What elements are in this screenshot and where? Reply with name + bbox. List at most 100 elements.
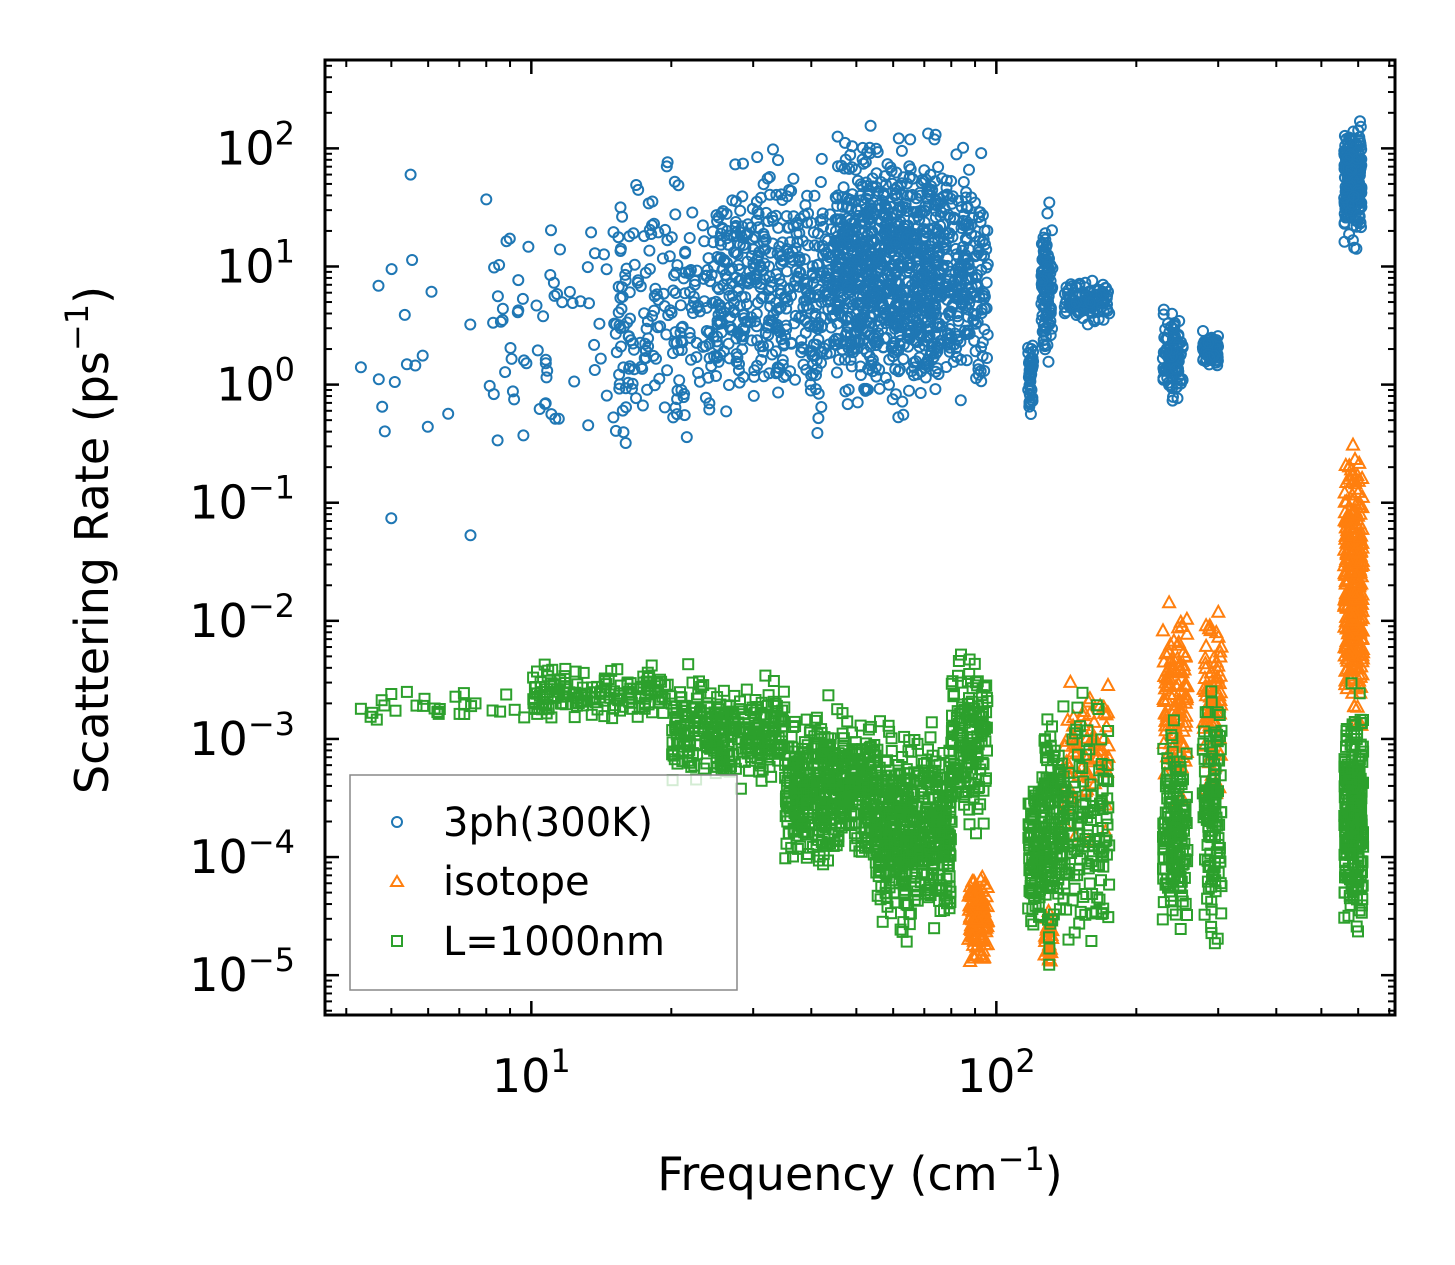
data-point-isotope — [1171, 662, 1188, 677]
data-point-3ph-300k — [914, 387, 927, 399]
data-point-3ph-300k — [788, 317, 801, 330]
data-point-3ph-300k — [372, 279, 385, 292]
data-point-3ph-300k — [530, 299, 543, 312]
data-point-3ph-300k — [643, 263, 656, 275]
data-point-3ph-300k — [775, 257, 787, 270]
data-point-isotope — [1179, 625, 1195, 640]
data-point-3ph-300k — [669, 287, 682, 299]
data-point-3ph-300k — [831, 130, 844, 143]
data-point-3ph-300k — [609, 424, 622, 437]
data-point-3ph-300k — [504, 342, 517, 354]
data-point-3ph-300k — [795, 334, 808, 347]
data-point-isotope — [1162, 636, 1179, 651]
data-point-3ph-300k — [728, 246, 741, 259]
data-point-3ph-300k — [801, 189, 814, 202]
data-point-3ph-300k — [372, 373, 385, 386]
data-point-3ph-300k — [696, 219, 709, 232]
data-point-isotope — [1170, 636, 1186, 651]
data-point-3ph-300k — [766, 316, 779, 328]
data-point-isotope — [1354, 621, 1370, 636]
data-point-3ph-300k — [499, 366, 512, 379]
data-point-3ph-300k — [574, 295, 587, 308]
data-point-3ph-300k — [764, 246, 777, 259]
data-point-3ph-300k — [766, 211, 779, 224]
data-point-3ph-300k — [818, 284, 831, 297]
data-point-isotope — [964, 885, 980, 900]
data-point-isotope — [1212, 667, 1229, 682]
data-point-3ph-300k — [610, 318, 623, 331]
data-point-isotope — [978, 908, 994, 923]
data-point-3ph-300k — [376, 400, 389, 413]
data-point-3ph-300k — [732, 259, 745, 272]
data-point-3ph-300k — [733, 376, 746, 389]
data-point-3ph-300k — [643, 244, 656, 257]
data-point-3ph-300k — [909, 355, 922, 368]
data-point-3ph-300k — [711, 314, 724, 327]
data-point-isotope — [1355, 640, 1371, 655]
data-point-3ph-300k — [683, 232, 696, 244]
data-point-3ph-300k — [748, 370, 761, 383]
data-point-3ph-300k — [615, 302, 628, 315]
data-point-isotope — [1198, 637, 1214, 652]
data-point-isotope — [1339, 660, 1356, 675]
data-point-3ph-300k — [815, 296, 828, 309]
data-point-3ph-300k — [903, 259, 916, 272]
data-point-isotope — [964, 928, 981, 943]
data-point-isotope — [1070, 739, 1086, 754]
data-point-3ph-300k — [816, 239, 829, 252]
data-point-isotope — [1344, 645, 1360, 660]
data-point-3ph-300k — [612, 231, 625, 244]
data-point-3ph-300k — [614, 245, 627, 257]
data-point-3ph-300k — [780, 265, 793, 278]
data-point-isotope — [1353, 678, 1369, 693]
data-point-3ph-300k — [892, 132, 905, 145]
data-point-3ph-300k — [668, 175, 681, 188]
data-point-3ph-300k — [793, 266, 806, 279]
data-point-3ph-300k — [616, 210, 629, 223]
data-point-3ph-300k — [600, 263, 613, 276]
data-point-isotope — [1208, 624, 1224, 639]
data-point-isotope — [1346, 544, 1362, 559]
data-point-3ph-300k — [669, 208, 682, 221]
data-point-3ph-300k — [807, 277, 819, 289]
data-point-3ph-300k — [903, 171, 916, 184]
data-point-3ph-300k — [594, 352, 607, 365]
data-point-3ph-300k — [556, 296, 569, 309]
data-point-3ph-300k — [771, 247, 784, 260]
data-point-3ph-300k — [671, 259, 684, 272]
data-point-isotope — [1040, 942, 1057, 957]
data-point-3ph-300k — [800, 299, 813, 312]
data-point-isotope — [1342, 563, 1358, 578]
data-point-3ph-300k — [815, 152, 828, 165]
data-point-3ph-300k — [421, 420, 434, 433]
data-point-isotope — [1352, 535, 1368, 550]
data-point-3ph-300k — [723, 379, 735, 391]
data-point-3ph-300k — [723, 352, 736, 365]
data-point-isotope — [1176, 643, 1192, 658]
data-point-3ph-300k — [854, 178, 867, 191]
data-point-3ph-300k — [729, 158, 742, 171]
data-point-3ph-300k — [779, 329, 792, 342]
data-point-3ph-300k — [923, 223, 935, 236]
data-point-3ph-300k — [613, 382, 626, 395]
data-point-3ph-300k — [730, 355, 743, 368]
data-point-isotope — [1348, 496, 1364, 511]
data-point-isotope — [1158, 645, 1174, 660]
data-point-isotope — [1349, 698, 1366, 713]
data-point-3ph-300k — [703, 397, 716, 410]
data-point-3ph-300k — [751, 151, 764, 164]
data-point-3ph-300k — [678, 388, 691, 400]
data-point-3ph-300k — [903, 384, 915, 397]
data-point-3ph-300k — [772, 386, 785, 399]
data-point-3ph-300k — [701, 264, 714, 276]
data-point-3ph-300k — [693, 305, 706, 318]
data-point-isotope — [1337, 504, 1353, 519]
data-point-3ph-300k — [929, 128, 942, 141]
data-point-3ph-300k — [642, 197, 655, 210]
data-point-3ph-300k — [583, 297, 595, 310]
data-point-3ph-300k — [496, 302, 509, 315]
data-point-3ph-300k — [816, 207, 829, 220]
data-point-3ph-300k — [671, 384, 684, 397]
data-point-3ph-300k — [588, 247, 601, 260]
data-point-3ph-300k — [631, 276, 644, 289]
